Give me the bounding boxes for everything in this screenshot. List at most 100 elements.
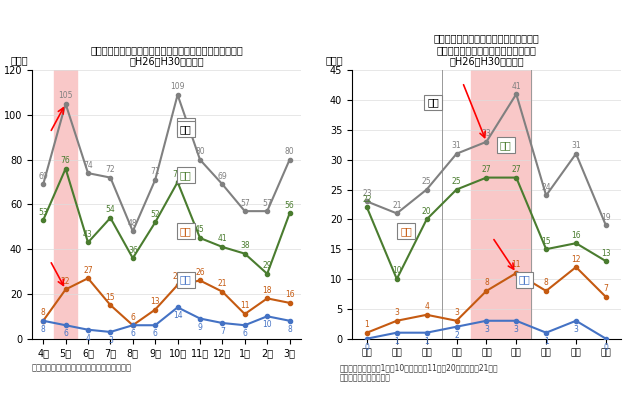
Text: 0: 0: [604, 343, 608, 352]
Text: 21: 21: [218, 279, 227, 288]
Text: 80: 80: [285, 147, 294, 156]
Text: 8: 8: [544, 278, 548, 287]
Text: 41: 41: [218, 235, 227, 243]
Text: 11: 11: [511, 261, 521, 270]
Text: 71: 71: [150, 167, 160, 176]
Text: 69: 69: [218, 172, 227, 181]
Text: 0: 0: [365, 343, 369, 352]
Text: 11: 11: [240, 301, 250, 311]
Text: 25: 25: [452, 177, 461, 186]
Text: 3: 3: [454, 308, 459, 317]
Text: 登校: 登校: [180, 275, 191, 285]
Text: 109: 109: [170, 82, 185, 91]
Text: 69: 69: [38, 172, 48, 181]
Text: 2: 2: [454, 331, 459, 340]
Text: 3　小学校1年生の歩行中の月別通行目的別死者・重傷者数: 3 小学校1年生の歩行中の月別通行目的別死者・重傷者数: [13, 17, 262, 32]
Text: 8: 8: [41, 325, 45, 334]
Text: 6: 6: [131, 329, 135, 338]
Text: 74: 74: [83, 161, 93, 170]
Text: 21: 21: [392, 201, 401, 210]
Text: 27: 27: [481, 165, 492, 174]
Text: 14: 14: [173, 311, 182, 320]
Bar: [472, 70, 531, 339]
Text: 76: 76: [61, 156, 70, 165]
Text: 48: 48: [128, 219, 138, 228]
Text: 15: 15: [106, 292, 115, 301]
Text: 3: 3: [394, 308, 399, 317]
Text: 10: 10: [262, 320, 272, 330]
Text: 合計: 合計: [428, 97, 439, 107]
Text: 26: 26: [195, 268, 205, 277]
Text: 22: 22: [61, 277, 70, 286]
Text: 3: 3: [573, 325, 579, 334]
Text: 1: 1: [424, 337, 429, 346]
Text: 24: 24: [173, 273, 182, 281]
Text: 53: 53: [38, 208, 48, 216]
Text: 27: 27: [511, 165, 521, 174]
Text: 8: 8: [287, 325, 292, 334]
Text: （注）・「私用」は、遊戯、訪問等をいう。: （注）・「私用」は、遊戯、訪問等をいう。: [32, 363, 132, 373]
Text: 下校: 下校: [401, 226, 412, 236]
Text: 3: 3: [514, 325, 518, 334]
Text: 合計: 合計: [180, 124, 191, 134]
Text: 16: 16: [285, 290, 294, 299]
Text: 1: 1: [394, 337, 399, 346]
Text: 43: 43: [83, 230, 93, 239]
Text: （人）: （人）: [10, 55, 28, 65]
Bar: [54, 70, 77, 339]
Text: 3: 3: [108, 336, 113, 345]
Text: 25: 25: [422, 177, 431, 186]
Text: 10: 10: [392, 266, 402, 275]
Text: 1: 1: [365, 320, 369, 329]
Text: 22: 22: [362, 195, 372, 204]
Text: （人）: （人）: [325, 55, 343, 65]
Text: 16: 16: [571, 230, 581, 240]
Text: 1: 1: [544, 337, 548, 346]
Text: 23: 23: [362, 189, 372, 198]
Text: 18: 18: [262, 286, 272, 295]
Text: 57: 57: [262, 199, 272, 208]
Text: 70: 70: [173, 169, 182, 178]
Text: 20: 20: [422, 207, 431, 216]
Text: 4: 4: [424, 302, 429, 311]
Text: 4: 4: [86, 334, 90, 343]
Text: 52: 52: [150, 210, 160, 219]
Text: 27: 27: [83, 266, 93, 275]
Text: 私用: 私用: [500, 140, 511, 150]
Text: 38: 38: [240, 241, 250, 250]
Text: 31: 31: [452, 141, 461, 150]
Text: 33: 33: [481, 129, 492, 138]
Text: 24: 24: [541, 183, 551, 192]
Text: 登校: 登校: [518, 275, 531, 285]
Text: 45: 45: [195, 225, 205, 235]
Text: 56: 56: [285, 201, 294, 210]
Text: 54: 54: [106, 205, 115, 214]
Text: 7: 7: [220, 327, 225, 336]
Text: 合計: 合計: [180, 121, 191, 131]
Text: 8: 8: [41, 308, 45, 317]
Text: 6: 6: [153, 329, 157, 338]
Text: 36: 36: [128, 246, 138, 254]
Text: 13: 13: [601, 249, 611, 258]
Text: （注）・各月上旬は1日～10日、中旬は11日～20日、下旬は21日～
　　　各月末日とした。: （注）・各月上旬は1日～10日、中旬は11日～20日、下旬は21日～ 各月末日と…: [339, 363, 498, 383]
Title: 小学校１年生歩行中の発生月別通行目的別死者・重傷者数
（H26～H30年合計）: 小学校１年生歩行中の発生月別通行目的別死者・重傷者数 （H26～H30年合計）: [90, 45, 243, 66]
Text: 6: 6: [131, 313, 135, 322]
Text: 31: 31: [571, 141, 581, 150]
Text: 9: 9: [198, 323, 202, 332]
Text: 6: 6: [63, 329, 68, 338]
Text: 13: 13: [150, 297, 160, 306]
Text: 3: 3: [484, 325, 489, 334]
Text: 80: 80: [195, 147, 205, 156]
Text: 41: 41: [511, 81, 521, 90]
Text: 19: 19: [601, 213, 611, 222]
Text: 6: 6: [243, 329, 247, 338]
Text: 29: 29: [262, 261, 272, 270]
Text: 下校: 下校: [180, 226, 191, 236]
Text: 12: 12: [572, 254, 580, 263]
Text: 72: 72: [106, 165, 115, 174]
Text: 8: 8: [484, 278, 489, 287]
Text: 7: 7: [604, 284, 608, 293]
Text: 私用: 私用: [180, 170, 191, 180]
Title: 小学校１年生歩行中の発生月別（４月～
６月）日別通行目的別死者・重傷者数
（H26～H30年合計）: 小学校１年生歩行中の発生月別（４月～ ６月）日別通行目的別死者・重傷者数 （H2…: [433, 33, 540, 66]
Text: 105: 105: [58, 91, 73, 100]
